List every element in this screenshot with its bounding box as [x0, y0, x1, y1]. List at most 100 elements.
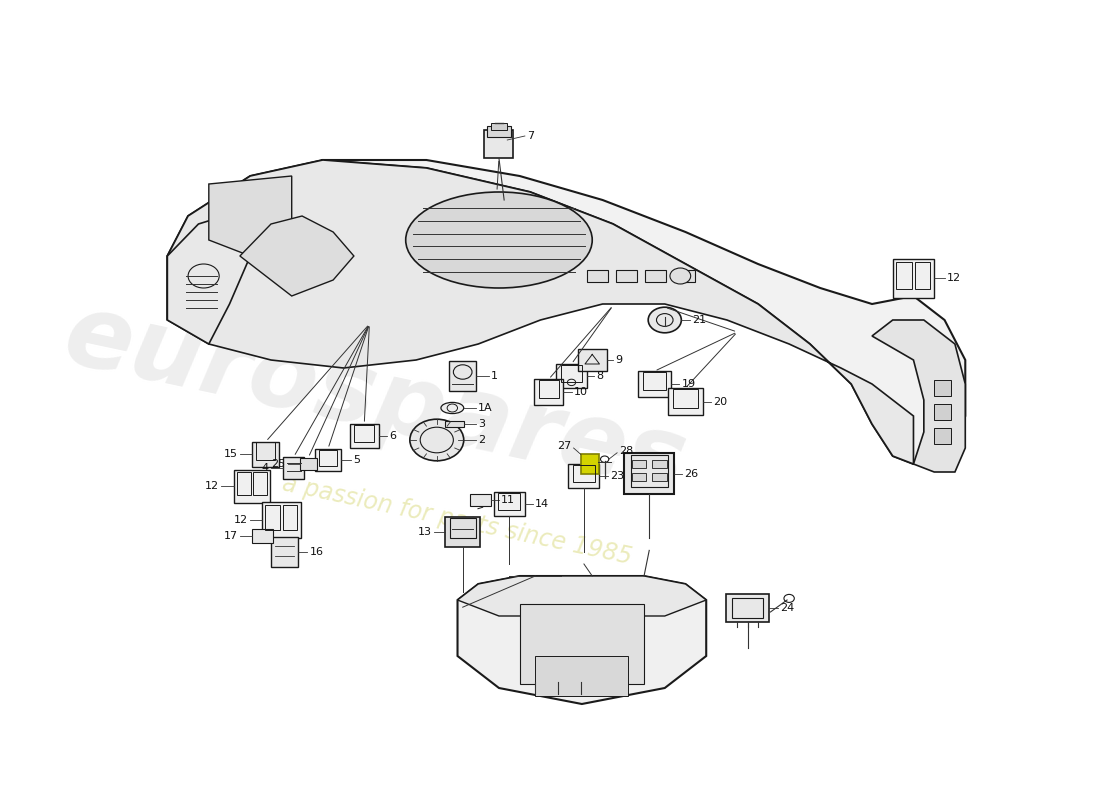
Bar	[498, 493, 520, 510]
Bar	[539, 381, 559, 398]
Text: 27: 27	[558, 442, 572, 451]
Bar	[915, 262, 931, 289]
Bar	[491, 123, 507, 130]
Bar	[569, 464, 600, 488]
Circle shape	[648, 307, 681, 333]
Text: 2: 2	[478, 435, 485, 445]
Bar	[470, 494, 491, 506]
Bar	[265, 505, 280, 530]
Bar	[673, 390, 697, 408]
Text: 13: 13	[418, 527, 431, 537]
Text: 28: 28	[619, 446, 634, 456]
Text: 4: 4	[262, 463, 268, 473]
Bar	[638, 371, 671, 397]
Bar	[934, 404, 950, 420]
Polygon shape	[458, 576, 706, 704]
Bar	[446, 421, 464, 427]
Bar	[484, 130, 514, 158]
Bar	[486, 126, 512, 137]
Text: 12: 12	[947, 274, 960, 283]
Bar	[934, 380, 950, 396]
Text: 17: 17	[223, 531, 238, 541]
Text: 1A: 1A	[478, 403, 493, 413]
Bar	[668, 388, 703, 415]
Text: 11: 11	[500, 495, 515, 505]
Polygon shape	[240, 216, 354, 296]
Bar	[581, 454, 600, 474]
Bar	[934, 428, 950, 444]
Bar	[284, 457, 304, 479]
Bar	[354, 426, 374, 442]
Polygon shape	[167, 160, 966, 464]
Text: 14: 14	[536, 499, 549, 509]
Bar	[893, 259, 934, 298]
Polygon shape	[167, 208, 271, 344]
Bar	[631, 460, 646, 468]
Text: 25: 25	[272, 459, 286, 469]
Bar	[252, 529, 273, 543]
Bar	[262, 502, 301, 538]
Bar	[234, 470, 271, 503]
Ellipse shape	[441, 402, 464, 414]
Bar	[319, 450, 337, 466]
Bar	[630, 455, 668, 487]
Bar	[519, 604, 643, 684]
Circle shape	[670, 268, 691, 284]
Bar	[494, 492, 525, 516]
Text: 16: 16	[309, 547, 323, 557]
Bar	[561, 365, 582, 382]
Bar	[283, 505, 297, 530]
Bar	[652, 460, 667, 468]
Bar	[238, 472, 251, 495]
Bar	[645, 270, 665, 282]
Bar	[616, 270, 637, 282]
Text: 21: 21	[692, 315, 706, 325]
Text: 12: 12	[234, 515, 249, 525]
Text: 9: 9	[615, 355, 623, 365]
Text: 5: 5	[353, 455, 360, 465]
Text: 8: 8	[596, 371, 604, 381]
Text: 3: 3	[478, 419, 485, 429]
Bar	[536, 656, 628, 696]
Bar	[449, 361, 476, 391]
Text: 15: 15	[223, 450, 238, 459]
Bar	[450, 518, 475, 538]
Bar	[300, 458, 317, 470]
Bar	[896, 262, 912, 289]
Text: 7: 7	[527, 131, 535, 141]
Bar	[726, 594, 769, 622]
Bar	[350, 424, 378, 448]
Text: 19: 19	[681, 379, 695, 389]
Polygon shape	[872, 320, 966, 472]
Bar	[674, 270, 695, 282]
Text: 12: 12	[205, 482, 219, 491]
Bar	[446, 517, 481, 547]
Ellipse shape	[406, 192, 592, 288]
Bar	[253, 472, 267, 495]
Bar	[556, 364, 587, 388]
Bar	[733, 598, 763, 618]
Circle shape	[410, 419, 464, 461]
Bar	[642, 373, 666, 390]
Text: a passion for parts since 1985: a passion for parts since 1985	[280, 471, 635, 569]
Bar	[315, 449, 341, 471]
Text: 23: 23	[609, 471, 624, 481]
Text: 20: 20	[714, 397, 727, 406]
Text: 10: 10	[573, 387, 587, 397]
Bar	[252, 442, 279, 467]
Bar	[535, 379, 563, 405]
Text: 1: 1	[491, 371, 497, 381]
Bar	[271, 537, 298, 567]
Polygon shape	[458, 576, 706, 616]
Bar	[578, 349, 607, 371]
Text: eurospares: eurospares	[55, 286, 694, 514]
Bar	[631, 473, 646, 481]
Text: 24: 24	[780, 603, 794, 613]
Polygon shape	[167, 160, 913, 464]
Bar	[256, 442, 275, 460]
Polygon shape	[209, 176, 292, 256]
Bar	[652, 473, 667, 481]
Bar	[625, 453, 674, 494]
Bar	[573, 465, 595, 482]
Text: 26: 26	[684, 469, 699, 478]
